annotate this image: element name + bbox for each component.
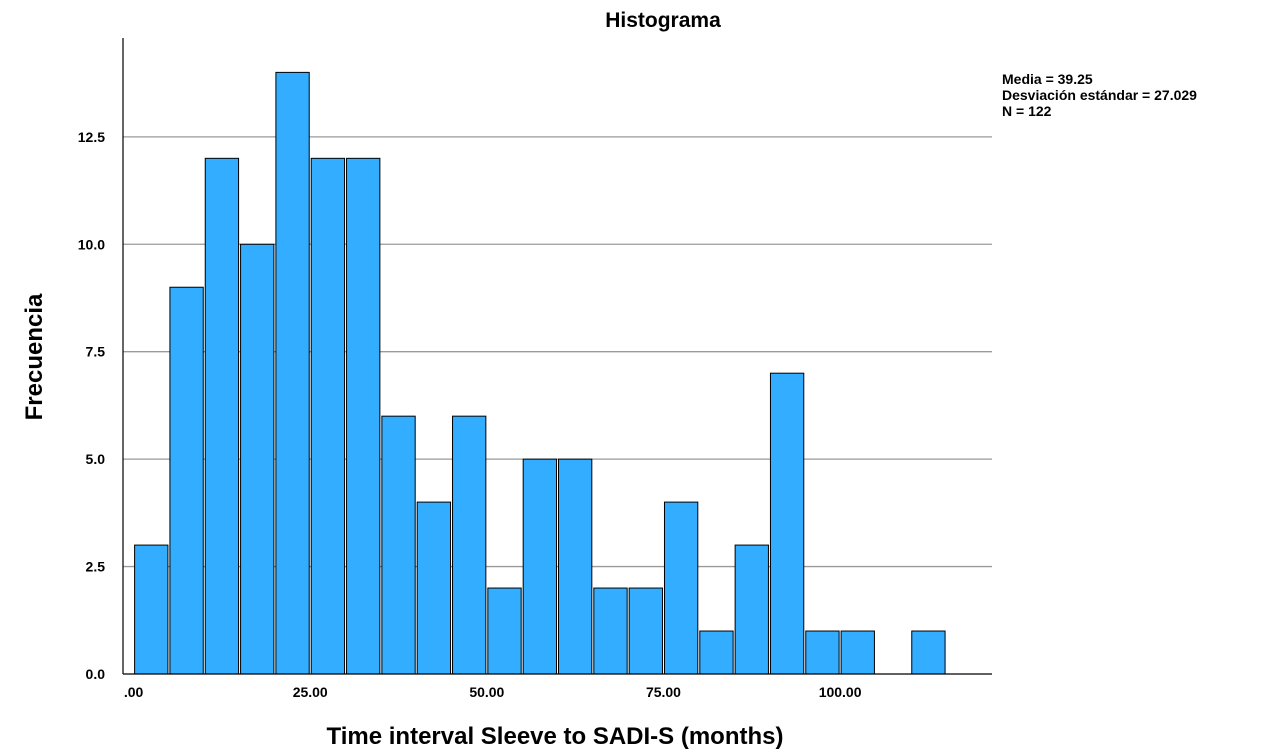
- histogram-bar: [840, 630, 875, 675]
- histogram-bar: [734, 544, 769, 675]
- histogram-bar: [911, 630, 946, 675]
- histogram-bar: [346, 157, 381, 675]
- x-tick-label: 25.00: [293, 684, 328, 700]
- histogram-bar: [699, 630, 734, 675]
- histogram-bar: [452, 415, 487, 675]
- x-tick-label: 50.00: [469, 684, 504, 700]
- histogram-bar: [663, 501, 699, 675]
- stats-box: Media = 39.25 Desviación estándar = 27.0…: [1002, 71, 1197, 119]
- histogram-bar: [628, 587, 663, 675]
- histogram-bar: [240, 243, 275, 675]
- stats-mean: Media = 39.25: [1002, 71, 1093, 87]
- chart-title: Histograma: [605, 9, 721, 32]
- histogram-bar: [204, 157, 240, 675]
- x-tick-label: 100.00: [819, 684, 862, 700]
- histogram-bars: [134, 71, 946, 675]
- histogram-bar: [522, 458, 558, 675]
- y-tick-label: 10.0: [78, 236, 105, 252]
- y-tick-label: 7.5: [86, 344, 106, 360]
- stats-n: N = 122: [1002, 103, 1052, 119]
- histogram-bar: [805, 630, 840, 675]
- x-axis-title: Time interval Sleeve to SADI-S (months): [327, 723, 784, 750]
- histogram-bar: [416, 501, 452, 675]
- y-tick-label: 5.0: [86, 451, 106, 467]
- y-tick-label: 12.5: [78, 129, 105, 145]
- y-tick-label: 0.0: [86, 666, 106, 682]
- x-tick-labels: .00 25.00 50.00 75.00 100.00: [124, 684, 862, 700]
- histogram-bar: [381, 415, 416, 675]
- x-tick-label: 75.00: [646, 684, 681, 700]
- histogram-bar: [593, 587, 628, 675]
- stats-std-dev: Desviación estándar = 27.029: [1002, 87, 1197, 103]
- histogram-bar: [169, 286, 204, 675]
- histogram-bar: [769, 372, 805, 675]
- histogram-bar: [134, 544, 169, 675]
- x-tick-label: .00: [124, 684, 144, 700]
- histogram-bar: [275, 71, 310, 675]
- y-tick-label: 2.5: [86, 559, 106, 575]
- histogram-bar: [558, 458, 593, 675]
- y-axis-title: Frecuencia: [21, 293, 48, 420]
- histogram-bar: [310, 157, 346, 675]
- y-tick-labels: 0.0 2.5 5.0 7.5 10.0 12.5: [78, 129, 105, 682]
- histogram-bar: [487, 587, 522, 675]
